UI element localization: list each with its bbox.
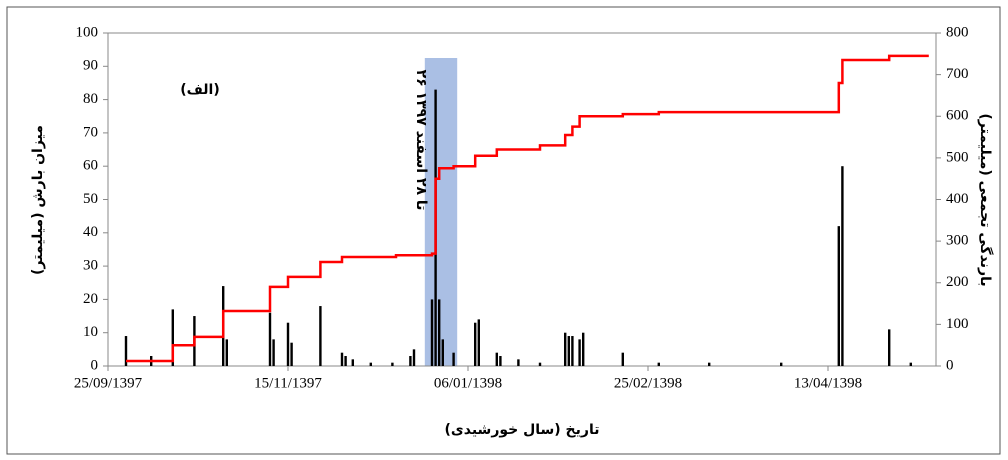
x-tick-label: 25/02/1398 [614, 375, 682, 391]
y-tick-label: 90 [83, 58, 98, 74]
cumulative-line [126, 54, 929, 363]
bar [286, 322, 290, 366]
y-tick-label: 100 [76, 24, 99, 40]
y2-tick-label: 700 [946, 66, 969, 82]
y2-tick-label: 400 [946, 191, 969, 207]
y2-tick-label: 100 [946, 316, 969, 332]
y2-tick-label: 500 [946, 149, 969, 165]
y2-axis-label: بارندگی تجمعی (میلیمتر) [977, 113, 994, 286]
y2-tick-label: 0 [946, 357, 954, 373]
bar [319, 306, 322, 366]
bar [351, 359, 354, 366]
y2-tick-label: 200 [946, 274, 969, 290]
y-tick-label: 50 [83, 191, 98, 207]
y-tick-label: 80 [83, 91, 98, 107]
bar [621, 352, 624, 366]
bar [474, 322, 477, 366]
bar [340, 352, 344, 366]
bar [499, 356, 502, 366]
bar [837, 226, 840, 366]
bar [369, 362, 372, 366]
bar [578, 339, 581, 366]
bar [477, 319, 480, 366]
bar [564, 332, 567, 366]
y-tick-label: 70 [83, 124, 98, 140]
bar [171, 309, 174, 366]
x-tick-label: 25/09/1397 [74, 375, 143, 391]
bar [344, 356, 347, 366]
y2-tick-label: 600 [946, 108, 969, 124]
y-tick-label: 40 [83, 224, 98, 240]
bar [268, 312, 272, 366]
bar [708, 362, 711, 366]
bar [495, 352, 498, 366]
y-tick-label: 60 [83, 158, 98, 174]
bar [517, 359, 520, 366]
bar [841, 166, 844, 366]
bar [290, 342, 293, 366]
bar [538, 362, 542, 366]
y2-tick-label: 800 [946, 24, 969, 40]
x-tick-label: 06/01/1398 [434, 375, 502, 391]
bar [567, 336, 570, 366]
band-annotation: ۲۶ تا ۲۸ اسفند ۱۳۹۷ [413, 70, 429, 211]
x-tick-label: 13/04/1398 [794, 375, 862, 391]
y-tick-label: 20 [83, 291, 98, 307]
x-axis-label: تاریخ (سال خورشیدی) [445, 422, 600, 438]
bar [441, 339, 444, 366]
bar [412, 349, 416, 366]
bar [438, 299, 441, 366]
bar [430, 299, 434, 366]
y-tick-label: 0 [91, 357, 99, 373]
bar [909, 362, 912, 366]
bar [391, 362, 394, 366]
bar [452, 352, 455, 366]
y-axis-label: میزان بارش (میلیمتر) [30, 125, 46, 275]
panel-label: (الف) [180, 82, 220, 98]
x-tick-label: 15/11/1397 [254, 375, 322, 391]
y-tick-label: 30 [83, 258, 98, 274]
bar [272, 339, 275, 366]
chart-frame [6, 6, 1001, 455]
bar [124, 336, 128, 366]
y-tick-label: 10 [83, 324, 98, 340]
bar [571, 336, 574, 366]
bar [409, 356, 412, 366]
bar [657, 362, 660, 366]
y2-tick-label: 300 [946, 233, 969, 249]
bar [780, 362, 783, 366]
highlight-band [424, 58, 458, 366]
bar [582, 332, 585, 366]
bar [888, 329, 891, 366]
bar [225, 339, 228, 366]
